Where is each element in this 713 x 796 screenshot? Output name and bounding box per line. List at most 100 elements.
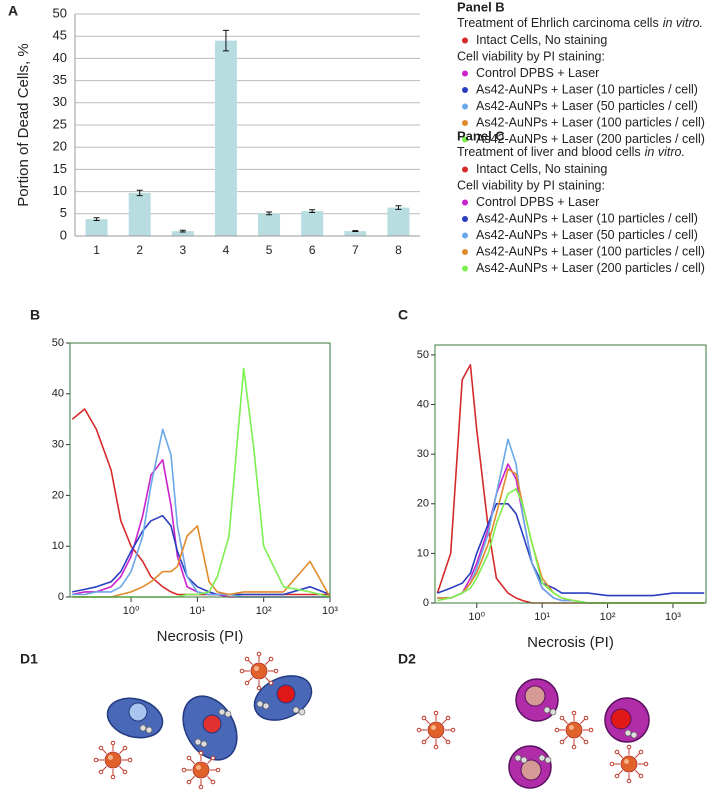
y-tick-label: 40 xyxy=(52,388,64,400)
bar xyxy=(171,231,194,236)
x-axis-title: Necrosis (PI) xyxy=(157,628,244,645)
y-tick-label: 0 xyxy=(423,597,429,609)
x-tick-label: 10² xyxy=(256,605,272,617)
error-bar xyxy=(266,211,273,216)
histogram-line xyxy=(72,525,331,598)
y-tick-label: 35 xyxy=(53,72,67,87)
legend-heading: Panel B xyxy=(457,0,505,14)
panel-label: B xyxy=(30,307,40,323)
legend-group-label: Cell viability by PI staining: xyxy=(457,178,605,192)
legend-label: As42-AuNPs + Laser (100 particles / cell… xyxy=(476,244,705,258)
legend-label: As42-AuNPs + Laser (10 particles / cell) xyxy=(476,82,698,96)
x-tick-label: 4 xyxy=(223,243,230,257)
y-tick-label: 40 xyxy=(417,398,429,410)
legend-swatch xyxy=(462,103,468,110)
bar xyxy=(85,219,108,236)
bar xyxy=(301,211,324,236)
histogram-line xyxy=(437,488,705,604)
x-tick-label: 5 xyxy=(266,243,273,257)
legend-swatch xyxy=(462,166,468,173)
panel-label: A xyxy=(8,3,18,19)
panel-label: D2 xyxy=(398,651,416,667)
legend-group-label: Cell viability by PI staining: xyxy=(457,49,605,63)
histogram-line xyxy=(72,428,330,598)
y-tick-label: 5 xyxy=(60,205,67,220)
y-axis-title: Portion of Dead Cells, % xyxy=(15,43,32,206)
error-bar xyxy=(395,205,402,210)
error-bar xyxy=(309,209,316,213)
x-tick-label: 3 xyxy=(179,243,186,257)
x-tick-label: 10³ xyxy=(665,611,681,623)
legend-label: As42-AuNPs + Laser (50 particles / cell) xyxy=(476,228,698,242)
histogram-line xyxy=(72,367,331,598)
legend-swatch xyxy=(462,37,468,44)
legend-label: As42-AuNPs + Laser (200 particles / cell… xyxy=(476,261,705,275)
legend-swatch xyxy=(462,199,468,206)
y-tick-label: 25 xyxy=(53,116,67,131)
histogram-line xyxy=(72,459,330,598)
legend-swatch xyxy=(462,216,468,222)
error-bar xyxy=(222,29,229,52)
legend-caption-text: Treatment of Ehrlich carcinoma cells xyxy=(457,16,659,30)
y-tick-label: 40 xyxy=(53,50,67,65)
legend-swatch xyxy=(462,232,468,239)
histogram-line xyxy=(71,408,330,596)
histogram-line xyxy=(437,468,705,604)
bar xyxy=(128,192,151,236)
y-tick-label: 15 xyxy=(53,161,67,176)
x-tick-label: 10⁰ xyxy=(123,605,140,617)
bar xyxy=(214,40,237,236)
legend-label: As42-AuNPs + Laser (200 particles / cell… xyxy=(476,132,705,146)
y-tick-label: 10 xyxy=(53,183,67,198)
x-tick-label: 2 xyxy=(136,243,143,257)
y-tick-label: 20 xyxy=(52,489,64,501)
legend-swatch xyxy=(462,136,468,143)
legend-swatch xyxy=(462,265,468,272)
legend-caption: Treatment of liver and blood cells in vit… xyxy=(457,145,685,159)
legend-swatch xyxy=(462,70,468,77)
x-tick-label: 8 xyxy=(395,243,402,257)
legend-label: Control DPBS + Laser xyxy=(476,66,599,80)
histogram-line xyxy=(437,463,705,604)
legend-label: As42-AuNPs + Laser (10 particles / cell) xyxy=(476,211,698,225)
y-tick-label: 20 xyxy=(417,498,429,510)
x-axis-title: Necrosis (PI) xyxy=(527,634,614,651)
legend-label: Control DPBS + Laser xyxy=(476,195,599,209)
illustration-d1 xyxy=(93,651,313,790)
y-tick-label: 50 xyxy=(53,5,67,20)
x-tick-label: 6 xyxy=(309,243,316,257)
y-tick-label: 30 xyxy=(417,448,429,460)
plot-frame xyxy=(434,344,707,604)
legend-heading: Panel C xyxy=(457,128,505,143)
y-tick-label: 10 xyxy=(417,547,429,559)
legend-label: As42-AuNPs + Laser (100 particles / cell… xyxy=(476,115,705,129)
bar xyxy=(258,213,281,236)
histogram-line xyxy=(437,503,705,597)
x-tick-label: 1 xyxy=(93,243,100,257)
legend-caption: Treatment of Ehrlich carcinoma cells in v… xyxy=(457,16,703,30)
histogram-line xyxy=(72,514,331,596)
legend-swatch xyxy=(462,249,468,255)
legend-caption-italic: in vitro. xyxy=(645,145,685,159)
y-tick-label: 50 xyxy=(52,337,64,349)
x-tick-label: 10³ xyxy=(322,605,338,617)
x-tick-label: 10⁰ xyxy=(468,611,485,623)
error-bar xyxy=(352,230,359,233)
error-bar xyxy=(179,229,186,233)
y-tick-label: 50 xyxy=(417,349,429,361)
bar xyxy=(387,207,410,236)
y-tick-label: 30 xyxy=(52,439,64,451)
y-tick-label: 0 xyxy=(58,591,64,603)
legend-swatch xyxy=(462,120,468,126)
legend-swatch xyxy=(462,87,468,93)
x-tick-label: 7 xyxy=(352,243,359,257)
y-tick-label: 0 xyxy=(60,227,67,242)
x-tick-label: 10¹ xyxy=(189,605,205,617)
y-tick-label: 20 xyxy=(53,139,67,154)
bar xyxy=(344,231,367,236)
legend-caption-italic: in vitro. xyxy=(663,16,703,30)
legend-label: As42-AuNPs + Laser (50 particles / cell) xyxy=(476,99,698,113)
panel-label: D1 xyxy=(20,651,38,667)
error-bar xyxy=(93,217,100,221)
